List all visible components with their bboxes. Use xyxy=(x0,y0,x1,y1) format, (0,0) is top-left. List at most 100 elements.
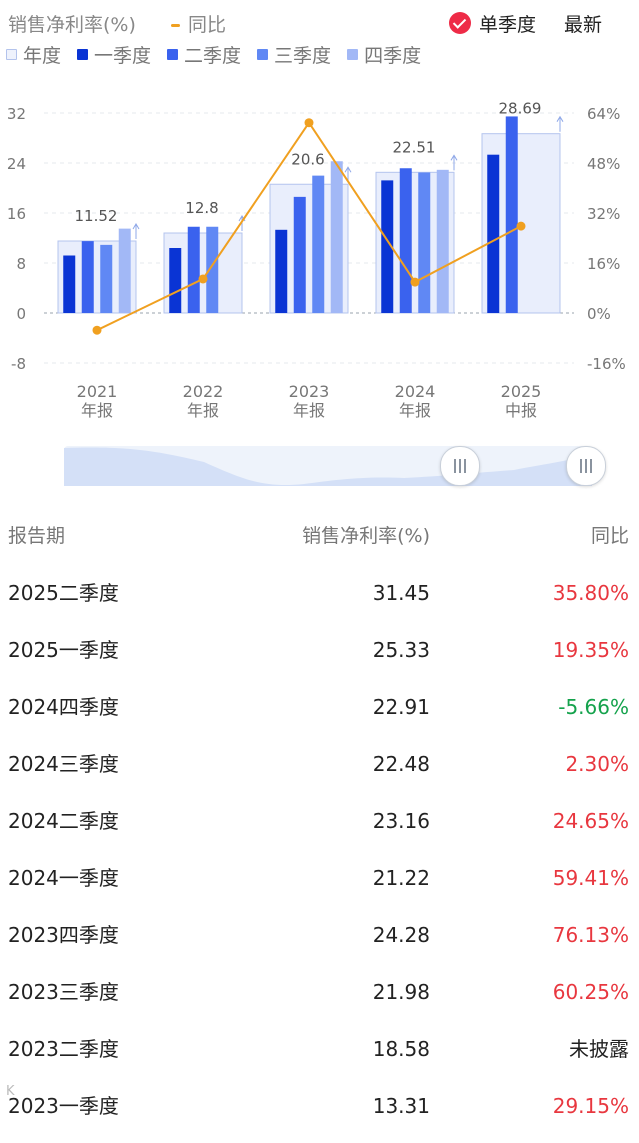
net-margin-chart[interactable]: 32 64%24 48%16 32%8 16%0 0%-8 -16%11.522021年报1… xyxy=(0,85,639,425)
annual-marker-arrow xyxy=(556,115,564,122)
table-row[interactable]: 2024四季度 22.91 -5.66% xyxy=(0,687,639,744)
row-value: 23.16 xyxy=(372,809,430,833)
x-tick-period: 年报 xyxy=(187,401,219,420)
y-left-tick: 16 xyxy=(7,205,26,223)
quarter-bar-q3 xyxy=(206,226,219,313)
table-row[interactable]: 2024二季度 23.16 24.65% xyxy=(0,801,639,858)
quarter-bar-q2 xyxy=(505,116,518,313)
legend-item-q3[interactable]: 三季度 xyxy=(257,41,331,68)
metric-label: 销售净利率(%) xyxy=(8,14,136,36)
legend-item-q4[interactable]: 四季度 xyxy=(347,41,421,68)
row-period: 2023二季度 xyxy=(8,1037,119,1061)
quarter-bar-q2 xyxy=(187,226,200,313)
y-left-tick: 8 xyxy=(16,255,26,273)
x-tick-period: 中报 xyxy=(505,401,537,420)
row-value: 21.22 xyxy=(372,866,430,890)
quarter-bar-q4 xyxy=(436,169,449,313)
row-yoy: 2.30% xyxy=(565,752,629,776)
annual-marker-arrow xyxy=(132,223,140,230)
quarter-bar-q3 xyxy=(312,175,325,313)
header-period: 报告期 xyxy=(8,525,66,547)
quarter-bar-q1 xyxy=(381,180,394,313)
chart-header: 销售净利率(%) 同比 单季度 最新 xyxy=(8,8,629,38)
row-period: 2025一季度 xyxy=(8,638,119,662)
quarter-bar-q4 xyxy=(330,161,343,313)
legend-swatch-q1 xyxy=(77,48,89,60)
yoy-point xyxy=(92,325,102,335)
table-row[interactable]: 2023三季度 21.98 60.25% xyxy=(0,972,639,1029)
legend-swatch-q3 xyxy=(257,48,269,60)
annual-value-label: 28.69 xyxy=(499,100,542,118)
quarter-bar-q2 xyxy=(81,241,94,313)
series-legend: 年度 一季度 二季度 三季度 四季度 xyxy=(6,40,633,68)
table-row[interactable]: 2024一季度 21.22 59.41% xyxy=(0,858,639,915)
annual-marker-arrow xyxy=(450,154,458,161)
legend-label-q3: 三季度 xyxy=(274,44,332,67)
quarter-bar-q2 xyxy=(399,168,412,313)
yoy-point xyxy=(198,274,208,284)
quarter-bar-q1 xyxy=(63,255,76,313)
quarter-bar-q1 xyxy=(169,248,182,313)
row-period: 2023三季度 xyxy=(8,980,119,1004)
annual-value-label: 20.6 xyxy=(291,150,324,168)
row-value: 25.33 xyxy=(372,638,430,662)
y-right-tick: 48% xyxy=(587,155,620,173)
quarter-bar-q1 xyxy=(275,229,288,313)
slider-right-handle[interactable] xyxy=(566,446,606,486)
table-row[interactable]: 2023一季度 13.31 29.15% xyxy=(0,1086,639,1143)
x-tick-year: 2021 xyxy=(77,382,118,401)
y-left-tick: 24 xyxy=(7,155,26,173)
legend-swatch-annual xyxy=(6,48,17,60)
grip-icon xyxy=(580,459,592,473)
x-tick-period: 年报 xyxy=(293,401,325,420)
y-right-tick: 64% xyxy=(587,105,620,123)
row-yoy: 59.41% xyxy=(552,866,629,890)
y-right-tick: -16% xyxy=(587,355,626,373)
row-value: 22.91 xyxy=(372,695,430,719)
legend-label-annual: 年度 xyxy=(23,44,62,67)
y-left-tick: -8 xyxy=(11,355,26,373)
quarter-bar-q3 xyxy=(100,244,113,313)
legend-item-annual[interactable]: 年度 xyxy=(6,41,61,68)
x-tick-year: 2022 xyxy=(183,382,224,401)
y-right-tick: 16% xyxy=(587,255,620,273)
row-yoy: -5.66% xyxy=(558,695,629,719)
legend-swatch-q2 xyxy=(167,48,179,60)
yoy-point xyxy=(516,221,526,231)
row-period: 2023四季度 xyxy=(8,923,119,947)
table-row[interactable]: 2025一季度 25.33 19.35% xyxy=(0,630,639,687)
header-yoy: 同比 xyxy=(590,525,629,547)
table-row[interactable]: 2025二季度 31.45 35.80% xyxy=(0,573,639,630)
row-period: 2024三季度 xyxy=(8,752,119,776)
table-row[interactable]: 2024三季度 22.48 2.30% xyxy=(0,744,639,801)
row-value: 21.98 xyxy=(372,980,430,1004)
range-slider[interactable] xyxy=(64,446,606,486)
legend-label-q1: 一季度 xyxy=(94,44,152,67)
row-value: 18.58 xyxy=(372,1037,430,1061)
legend-item-q1[interactable]: 一季度 xyxy=(77,41,151,68)
annual-marker-arrow xyxy=(344,166,352,173)
quarter-bar-q4 xyxy=(118,228,131,313)
row-period: 2024二季度 xyxy=(8,809,119,833)
x-tick-period: 年报 xyxy=(399,401,431,420)
row-value: 24.28 xyxy=(372,923,430,947)
legend-item-q2[interactable]: 二季度 xyxy=(167,41,241,68)
yoy-point xyxy=(304,118,314,128)
y-left-tick: 32 xyxy=(7,105,26,123)
row-yoy: 35.80% xyxy=(552,581,629,605)
y-left-tick: 0 xyxy=(16,305,26,323)
slider-left-handle[interactable] xyxy=(440,446,480,486)
yoy-legend[interactable]: 同比 xyxy=(171,10,226,37)
single-quarter-label: 单季度 xyxy=(479,13,537,36)
table-row[interactable]: 2023四季度 24.28 76.13% xyxy=(0,915,639,972)
table-row[interactable]: 2023二季度 18.58 未披露 xyxy=(0,1029,639,1086)
legend-label-q4: 四季度 xyxy=(364,44,422,67)
watermark: K xyxy=(6,1084,15,1099)
annual-value-label: 22.51 xyxy=(393,138,436,156)
latest-button[interactable]: 最新 xyxy=(564,14,603,36)
yoy-line-swatch xyxy=(171,24,180,27)
y-right-tick: 0% xyxy=(587,305,611,323)
single-quarter-toggle[interactable]: 单季度 xyxy=(449,8,536,38)
quarter-bar-q1 xyxy=(487,154,500,313)
quarter-bar-q3 xyxy=(418,172,431,313)
